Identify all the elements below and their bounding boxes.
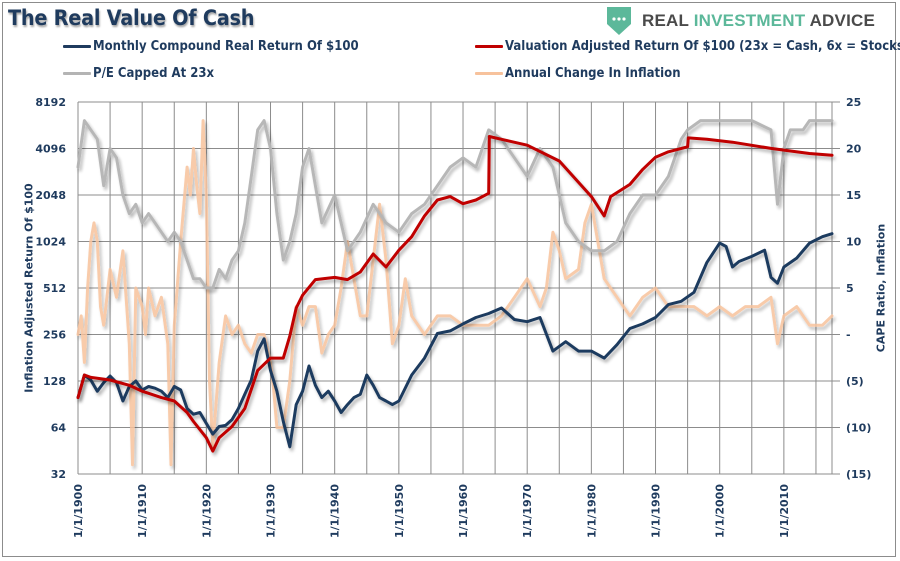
x-axis-tick-label: 1/1/1960 <box>457 484 470 538</box>
chart-title: The Real Value Of Cash <box>8 6 255 30</box>
y-axis-left-tick-label: 8192 <box>35 96 66 109</box>
legend-swatch <box>475 45 503 48</box>
x-axis: 1/1/1900 1/1/1910 1/1/1920 1/1/1930 1/1/1940… <box>72 484 791 538</box>
legend-swatch <box>475 72 503 75</box>
y-axis-right-tick-label: - <box>846 329 851 342</box>
brand-logo: REAL INVESTMENT ADVICE <box>606 6 875 36</box>
y-axis-right-tick-label: (5) <box>846 375 864 388</box>
y-axis-right-tick-label: (15) <box>846 468 871 481</box>
x-axis-tick-label: 1/1/1900 <box>72 484 85 538</box>
brand-name-left: REAL <box>642 11 689 30</box>
series-layer <box>76 119 834 467</box>
x-axis-tick-label: 1/1/1970 <box>521 484 534 538</box>
shield-dots-icon <box>607 7 631 35</box>
y-axis-right: (15) (10) (5) - 5 10 15 20 25 <box>846 96 871 481</box>
x-axis-tick-label: 1/1/1980 <box>585 484 598 538</box>
legend-item-inflation: Annual Change In Inflation <box>475 66 700 81</box>
x-axis-tick-label: 1/1/1990 <box>650 484 663 538</box>
x-axis-tick-label: 1/1/2000 <box>714 484 727 538</box>
x-axis-tick-label: 1/1/1920 <box>200 484 213 538</box>
x-axis-tick-label: 1/1/1940 <box>329 484 342 538</box>
grid <box>77 101 840 475</box>
brand-name-mid: INVESTMENT <box>693 11 806 30</box>
y-axis-left: 32 64 128 256 512 1024 2048 4096 8192 <box>35 96 66 481</box>
legend-label: Annual Change In Inflation <box>505 66 681 81</box>
x-axis-tick-label: 1/1/2010 <box>778 484 791 538</box>
y-axis-right-tick-label: 25 <box>846 96 861 109</box>
y-axis-right-tick-label: 10 <box>846 236 862 249</box>
x-axis-tick-label: 1/1/1950 <box>393 484 406 538</box>
y-axis-right-tick-label: (10) <box>846 422 871 435</box>
series-line-annual-change-in-inflation <box>76 119 834 467</box>
y-axis-left-tick-label: 512 <box>43 282 66 295</box>
legend-label: Monthly Compound Real Return Of $100 <box>93 39 359 54</box>
legend-item-real-return: Monthly Compound Real Return Of $100 <box>63 39 388 54</box>
series-line-monthly-compound-real-return-of-100 <box>76 232 834 449</box>
y-axis-left-tick-label: 2048 <box>35 189 66 202</box>
y-axis-left-tick-label: 32 <box>51 468 66 481</box>
legend-item-pe-capped: P/E Capped At 23x <box>63 66 228 81</box>
y-axis-left-tick-label: 128 <box>43 375 66 388</box>
series-line-valuation-adjusted-return-of-100-23x-cash-6x-stocks <box>76 135 834 453</box>
brand-name-right: ADVICE <box>809 11 876 30</box>
x-axis-tick-label: 1/1/1930 <box>265 484 278 538</box>
series-line-p-e-capped-at-23x <box>76 119 834 290</box>
y-axis-right-tick-label: 5 <box>846 282 854 295</box>
y-axis-left-tick-label: 1024 <box>35 236 66 249</box>
x-axis-tick-label: 1/1/1910 <box>136 484 149 538</box>
legend-label: P/E Capped At 23x <box>93 66 215 81</box>
legend-item-valuation-adjusted: Valuation Adjusted Return Of $100 (23x =… <box>475 39 900 54</box>
legend-swatch <box>63 72 91 75</box>
y-axis-right-tick-label: 20 <box>846 143 862 156</box>
y-axis-right-tick-label: 15 <box>846 189 861 202</box>
y-axis-left-tick-label: 64 <box>51 422 67 435</box>
legend-swatch <box>63 45 91 48</box>
brand-name: REAL INVESTMENT ADVICE <box>642 11 875 31</box>
legend-label: Valuation Adjusted Return Of $100 (23x =… <box>505 39 900 54</box>
y-axis-left-tick-label: 4096 <box>35 143 66 156</box>
y-axis-left-tick-label: 256 <box>43 329 66 342</box>
